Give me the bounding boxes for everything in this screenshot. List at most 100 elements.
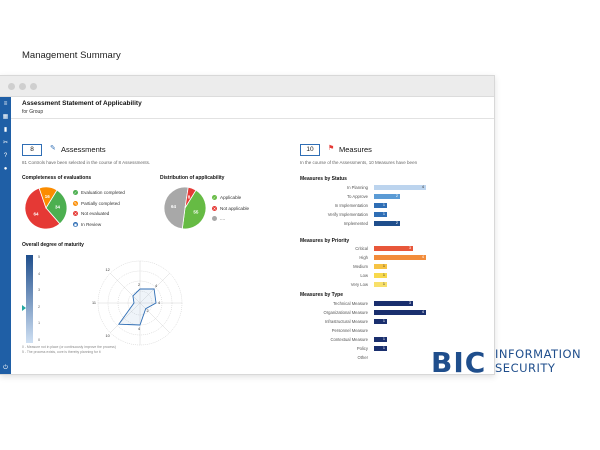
status-bar-value: 2: [395, 221, 398, 226]
power-icon[interactable]: ⏻: [3, 365, 8, 371]
distribution-legend-label: ....: [220, 216, 226, 221]
priority-bar-value: 1: [382, 273, 385, 278]
window-minimize-icon[interactable]: [19, 83, 26, 90]
radar-label: 12: [105, 268, 110, 273]
grid-icon[interactable]: ▦: [2, 114, 9, 120]
priority-bar-label: Low: [360, 273, 368, 278]
completeness-title: Completeness of evaluations: [22, 175, 92, 181]
completeness-legend-item-2[interactable]: ✕ Not evaluated: [73, 211, 109, 217]
window-close-icon[interactable]: [8, 83, 15, 90]
measures-note: In the course of the Assessments, 10 Mea…: [300, 160, 418, 165]
status-bar[interactable]: [374, 203, 387, 208]
priority-bar-label: High: [359, 255, 368, 260]
status-bar-value: 2: [395, 194, 398, 199]
priority-bar-value: 1: [382, 282, 385, 287]
help-icon[interactable]: ?: [3, 153, 8, 159]
type-bar-label: Technical Measure: [333, 301, 368, 306]
type-chart-title: Measures by Type: [300, 292, 343, 298]
gauge-tick-label: 0: [38, 337, 41, 342]
status-bar[interactable]: [374, 212, 387, 217]
distribution-slice-1[interactable]: [163, 186, 189, 230]
type-bar-label: Organizational Measure: [323, 310, 368, 315]
chart-icon[interactable]: ▮: [3, 127, 8, 133]
priority-bar-label: Medium: [353, 264, 368, 269]
status-bar[interactable]: [374, 185, 426, 190]
cross-icon: ✕: [73, 211, 78, 217]
completeness-legend-label: Evaluation completed: [81, 190, 125, 195]
radar-label: 10: [105, 333, 110, 338]
maturity-gauge: [26, 255, 33, 343]
assessments-title[interactable]: Assessments: [61, 145, 106, 154]
window-titlebar: [0, 76, 494, 97]
completeness-slice-1[interactable]: [24, 187, 61, 230]
distribution-slice-label-1: 64: [171, 204, 177, 209]
type-bar[interactable]: [374, 301, 413, 306]
pencil-icon: ✎: [73, 200, 78, 206]
distribution-slice-0[interactable]: [181, 189, 207, 230]
gauge-tick-label: 2: [38, 304, 41, 309]
completeness-slice-2[interactable]: [38, 186, 58, 209]
gauge-tick-label: 1: [38, 321, 41, 325]
radar-label: 4: [154, 284, 158, 289]
user-icon[interactable]: ●: [3, 166, 8, 172]
priority-bar-label: Critical: [355, 246, 368, 251]
radar-axis-3: [139, 302, 170, 333]
distribution-slice-2[interactable]: [184, 186, 197, 209]
radar-axis-7: [110, 273, 141, 304]
type-bar-label: Infrastructural Measure: [324, 319, 368, 324]
type-bar-value: 1: [382, 346, 385, 351]
type-bar-value: 3: [408, 301, 411, 306]
status-bar-value: 4: [421, 185, 424, 190]
menu-icon[interactable]: ≡: [3, 101, 8, 107]
completeness-legend-item-0[interactable]: ✓ Evaluation completed: [73, 190, 125, 196]
status-bar[interactable]: [374, 194, 400, 199]
priority-bar-value: 4: [421, 255, 424, 260]
type-bar[interactable]: [374, 319, 387, 324]
priority-bar[interactable]: [374, 282, 387, 287]
distribution-legend-item-1[interactable]: ✕ Not applicable: [212, 206, 249, 211]
priority-bar[interactable]: [374, 264, 387, 269]
sidebar: ≡ ▦ ▮ ✂ ? ● ⏻: [0, 97, 11, 374]
maturity-radar-chart: [97, 260, 183, 346]
logo-line-1: INFORMATION: [495, 347, 582, 361]
priority-bar-label: Very Low: [350, 282, 368, 287]
type-bar-value: 1: [382, 319, 385, 324]
priority-bar[interactable]: [374, 246, 413, 251]
priority-bar-value: 1: [382, 264, 385, 269]
completeness-pie-chart: 34 64 16: [24, 186, 68, 230]
tools-icon[interactable]: ✂: [2, 140, 9, 146]
distribution-legend-item-0[interactable]: ✓ Applicable: [212, 195, 241, 201]
distribution-pie-chart: 55 64 8: [163, 186, 207, 230]
type-bar[interactable]: [374, 337, 387, 342]
app-header: Assessment Statement of Applicability fo…: [11, 97, 494, 119]
maturity-title: Overall degree of maturity: [22, 242, 84, 248]
type-bar-label: Other: [357, 355, 368, 360]
radar-series[interactable]: [117, 288, 157, 326]
measures-title[interactable]: Measures: [339, 145, 372, 154]
eye-icon: ◉: [73, 221, 78, 227]
distribution-legend-item-2[interactable]: ....: [212, 216, 226, 222]
status-bar[interactable]: [374, 221, 400, 226]
type-bar[interactable]: [374, 310, 426, 315]
priority-bar[interactable]: [374, 255, 426, 260]
type-bar[interactable]: [374, 346, 387, 351]
check-icon: ✓: [73, 190, 78, 196]
assessments-count: 8: [22, 144, 42, 156]
priority-chart-title: Measures by Priority: [300, 238, 350, 244]
radar-axis-1: [139, 273, 170, 304]
completeness-slice-label-0: 34: [55, 205, 61, 210]
radar-axis-5: [110, 302, 141, 333]
app-window: ≡ ▦ ▮ ✂ ? ● ⏻ Assessment Statement of Ap…: [0, 75, 495, 375]
bic-logo: BIC: [431, 346, 487, 379]
completeness-legend-item-1[interactable]: ✎ Partially completed: [73, 201, 120, 206]
gauge-tick-label: 4: [38, 271, 41, 276]
priority-bar[interactable]: [374, 273, 387, 278]
window-maximize-icon[interactable]: [30, 83, 37, 90]
cross-icon: ✕: [212, 205, 217, 211]
completeness-slice-0[interactable]: [45, 189, 68, 225]
gauge-indicator-icon: [22, 305, 26, 311]
completeness-legend-item-3[interactable]: ◉ In Review: [73, 222, 101, 227]
type-bar-label: Personnel Measure: [331, 328, 368, 333]
type-bar-value: 4: [421, 310, 424, 315]
completeness-slice-label-1: 64: [33, 211, 39, 216]
